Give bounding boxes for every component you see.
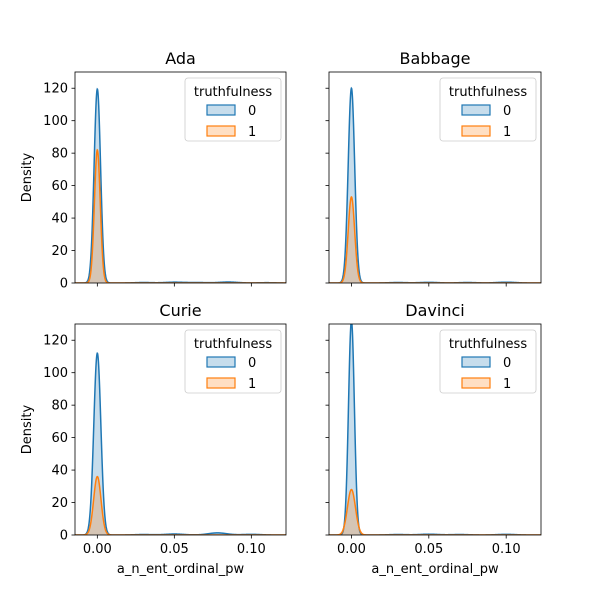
subplot-title: Babbage — [400, 49, 471, 68]
legend-swatch-series-0 — [206, 356, 236, 368]
subplot-babbage: Babbage truthfulness 0 1 — [325, 49, 542, 287]
y-tick-label: 0 — [60, 529, 68, 544]
y-tick-label: 80 — [51, 399, 68, 414]
x-tick-label: 0.10 — [237, 542, 266, 557]
kde-fill-series-1 — [329, 196, 541, 283]
legend: truthfulness 0 1 — [439, 77, 537, 142]
y-tick-label: 100 — [43, 366, 68, 381]
x-axis-label: a_n_ent_ordinal_pw — [371, 562, 499, 577]
y-tick-label: 120 — [43, 82, 68, 97]
legend-swatch-series-1 — [461, 125, 491, 137]
legend-swatch-series-1 — [206, 377, 236, 389]
axes-frame — [328, 323, 542, 536]
legend-label: 0 — [503, 104, 511, 119]
legend-box — [439, 77, 537, 142]
x-tick-label: 0.05 — [414, 542, 443, 557]
y-tick-label: 60 — [51, 179, 68, 194]
legend-label: 0 — [248, 104, 256, 119]
legend-swatch-series-1 — [206, 125, 236, 137]
legend-title: truthfulness — [449, 85, 527, 100]
x-axis-label: a_n_ent_ordinal_pw — [117, 562, 245, 577]
x-tick-label: 0.05 — [160, 542, 189, 557]
legend-title: truthfulness — [194, 337, 272, 352]
legend-swatch-series-1 — [461, 377, 491, 389]
y-axis-label: Density — [20, 152, 35, 202]
legend-label: 0 — [248, 356, 256, 371]
legend-label: 1 — [503, 125, 511, 140]
y-tick-label: 40 — [51, 212, 68, 227]
x-tick-label: 0.10 — [492, 542, 521, 557]
kde-line-series-1 — [329, 488, 541, 535]
subplot-title: Davinci — [405, 301, 464, 320]
axes-frame — [74, 71, 287, 284]
y-tick-label: 120 — [43, 334, 68, 349]
legend: truthfulness 0 1 — [184, 77, 282, 142]
legend-label: 1 — [503, 377, 511, 392]
y-tick-label: 0 — [60, 277, 68, 292]
y-tick-label: 20 — [51, 244, 68, 259]
legend-swatch-series-0 — [461, 356, 491, 368]
x-tick-label: 0.00 — [83, 542, 112, 557]
subplot-title: Ada — [165, 49, 196, 68]
legend-swatch-series-0 — [461, 104, 491, 116]
y-axis-label: Density — [20, 404, 35, 454]
subplot-title: Curie — [159, 301, 201, 320]
legend-title: truthfulness — [194, 85, 272, 100]
legend-box — [439, 329, 537, 394]
axes-frame — [328, 71, 542, 284]
kde-fill-series-1 — [329, 489, 541, 535]
kde-line-series-1 — [329, 196, 541, 283]
y-tick-label: 60 — [51, 431, 68, 446]
legend-label: 1 — [248, 377, 256, 392]
legend-label: 1 — [248, 125, 256, 140]
axes-frame — [74, 323, 287, 536]
y-tick-label: 80 — [51, 147, 68, 162]
legend-box — [184, 329, 282, 394]
x-tick-label: 0.00 — [337, 542, 366, 557]
y-tick-label: 100 — [43, 114, 68, 129]
legend: truthfulness 0 1 — [439, 329, 537, 394]
legend-box — [184, 77, 282, 142]
kde-fill-series-1 — [75, 149, 286, 283]
y-tick-label: 40 — [51, 464, 68, 479]
legend-label: 0 — [503, 356, 511, 371]
legend: truthfulness 0 1 — [184, 329, 282, 394]
subplot-curie: Curie 0 20 40 60 80 100 120 0.00 0.05 0.10 Density a… — [20, 301, 287, 577]
legend-title: truthfulness — [449, 337, 527, 352]
subplot-ada: Ada 0 20 40 60 80 100 120 Density truthfulness 0 1 — [20, 49, 287, 292]
legend-swatch-series-0 — [206, 104, 236, 116]
subplot-davinci: Davinci 0.00 0.05 0.10 a_n_ent_ordinal_pw tru… — [325, 301, 542, 577]
kde-line-series-1 — [75, 148, 286, 283]
y-tick-label: 20 — [51, 496, 68, 511]
